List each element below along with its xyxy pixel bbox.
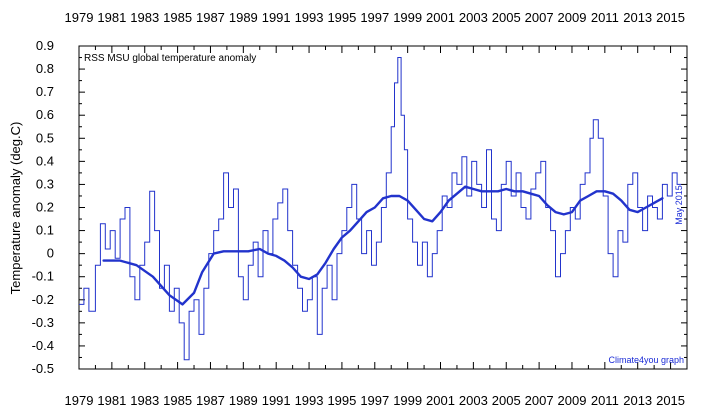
y-tick-label: 0.5 xyxy=(36,130,54,145)
x-tick-label-bottom: 1997 xyxy=(360,393,389,408)
x-tick-label-top: 2005 xyxy=(492,10,521,25)
x-tick-label-bottom: 2001 xyxy=(426,393,455,408)
y-tick-label: 0 xyxy=(47,246,54,261)
x-tick-label-top: 1979 xyxy=(65,10,94,25)
x-tick-label-bottom: 2015 xyxy=(656,393,685,408)
x-tick-label-bottom: 1983 xyxy=(130,393,159,408)
x-tick-label-bottom: 1995 xyxy=(327,393,356,408)
y-tick-label: 0.8 xyxy=(36,61,54,76)
x-tick-label-top: 1981 xyxy=(97,10,126,25)
y-tick-label: 0.4 xyxy=(36,153,54,168)
x-tick-label-bottom: 1981 xyxy=(97,393,126,408)
y-tick-label: 0.7 xyxy=(36,84,54,99)
x-tick-label-bottom: 2011 xyxy=(591,393,619,408)
y-tick-label: 0.1 xyxy=(36,223,54,238)
x-tick-label-top: 1995 xyxy=(327,10,356,25)
x-tick-label-top: 2009 xyxy=(558,10,587,25)
x-tick-label-bottom: 2003 xyxy=(459,393,488,408)
date-note: May 2015 xyxy=(674,185,684,225)
x-tick-label-top: 2011 xyxy=(591,10,619,25)
x-tick-label-bottom: 1987 xyxy=(196,393,225,408)
y-tick-label: -0.2 xyxy=(32,292,54,307)
x-tick-label-top: 1991 xyxy=(262,10,291,25)
x-tick-label-top: 1993 xyxy=(295,10,324,25)
x-tick-label-top: 1987 xyxy=(196,10,225,25)
x-tick-label-bottom: 2009 xyxy=(558,393,587,408)
x-tick-label-bottom: 1979 xyxy=(65,393,94,408)
y-tick-label: -0.5 xyxy=(32,361,54,376)
x-tick-label-bottom: 2005 xyxy=(492,393,521,408)
y-tick-label: 0.9 xyxy=(36,38,54,53)
x-tick-label-top: 2015 xyxy=(656,10,685,25)
chart: -0.5 -0.4 -0.3 -0.2 -0.1 0 0.1 0.2 0.3 0.4 0.5 0.6 0… xyxy=(0,0,706,416)
x-tick-label-top: 1999 xyxy=(393,10,422,25)
x-tick-label-bottom: 1993 xyxy=(295,393,324,408)
y-tick-label: 0.2 xyxy=(36,200,54,215)
x-tick-label-top: 1983 xyxy=(130,10,159,25)
x-tick-label-bottom: 1985 xyxy=(163,393,192,408)
x-tick-label-bottom: 1991 xyxy=(262,393,291,408)
x-tick-label-bottom: 1999 xyxy=(393,393,422,408)
y-tick-label: -0.4 xyxy=(32,338,54,353)
credit-label: Climate4you graph xyxy=(608,355,684,365)
x-tick-label-top: 1985 xyxy=(163,10,192,25)
x-tick-label-bottom: 2007 xyxy=(525,393,554,408)
y-axis-label: Temperature anomaly (deg.C) xyxy=(8,122,23,295)
x-tick-label-top: 2013 xyxy=(623,10,652,25)
y-tick-label: 0.3 xyxy=(36,176,54,191)
x-tick-label-bottom: 2013 xyxy=(623,393,652,408)
y-tick-label: -0.3 xyxy=(32,315,54,330)
x-tick-label-top: 1997 xyxy=(360,10,389,25)
y-tick-label: 0.6 xyxy=(36,107,54,122)
x-tick-label-top: 2003 xyxy=(459,10,488,25)
x-tick-label-top: 2007 xyxy=(525,10,554,25)
x-tick-label-top: 2001 xyxy=(426,10,455,25)
y-tick-label: -0.1 xyxy=(32,269,54,284)
x-tick-label-top: 1989 xyxy=(229,10,258,25)
chart-title: RSS MSU global temperature anomaly xyxy=(84,53,256,64)
x-tick-label-bottom: 1989 xyxy=(229,393,258,408)
